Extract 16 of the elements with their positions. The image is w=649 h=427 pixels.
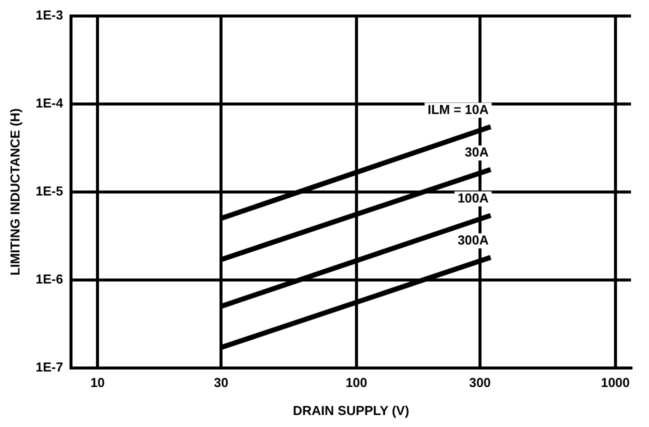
x-tick-label: 100: [346, 375, 368, 390]
series-label: ILM = 10A: [428, 102, 490, 117]
x-tick-label: 30: [214, 375, 228, 390]
y-axis-title: LIMITING INDUCTANCE (H): [7, 108, 22, 276]
x-axis-title: DRAIN SUPPLY (V): [292, 402, 410, 418]
series-label: 30A: [464, 144, 490, 160]
x-tick-label: 1000: [600, 375, 630, 390]
y-tick-label: 1E-3: [36, 8, 64, 23]
y-tick-label: 1E-4: [36, 96, 64, 111]
series-label: 100A: [458, 190, 490, 206]
y-tick-label: 1E-6: [36, 271, 64, 286]
y-tick-label: 1E-7: [36, 359, 64, 374]
x-tick-label: 10: [90, 375, 105, 390]
x-tick-label: 300: [469, 375, 491, 390]
y-tick-label: 1E-5: [36, 183, 64, 198]
series-label: 300A: [458, 232, 490, 248]
